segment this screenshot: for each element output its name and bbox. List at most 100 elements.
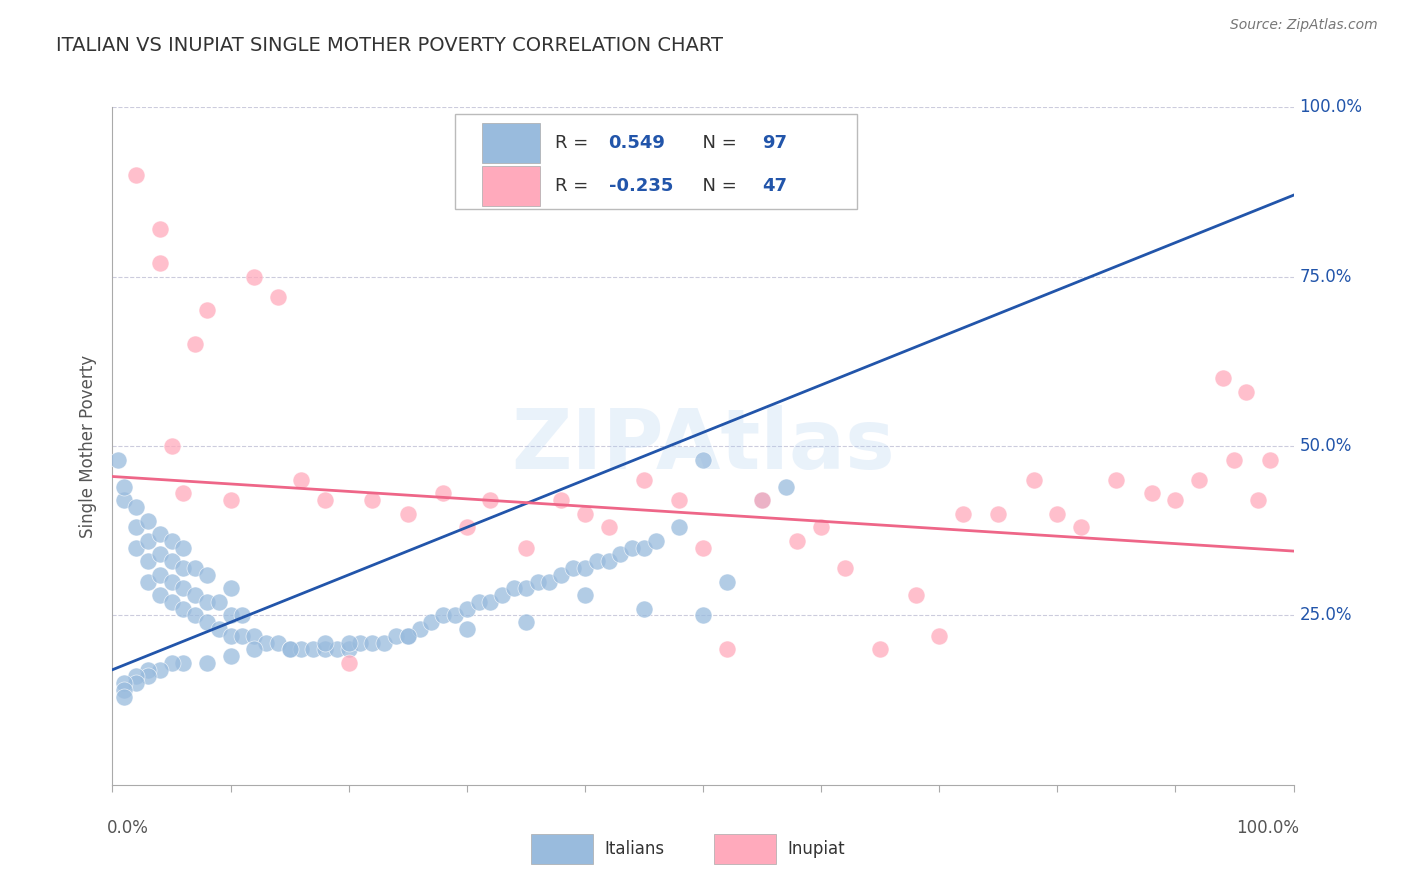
- Point: [136, 533, 159, 548]
- Point: [219, 608, 242, 623]
- Point: [160, 533, 183, 548]
- Point: [195, 656, 218, 670]
- Text: ITALIAN VS INUPIAT SINGLE MOTHER POVERTY CORRELATION CHART: ITALIAN VS INUPIAT SINGLE MOTHER POVERTY…: [56, 36, 723, 54]
- Point: [456, 622, 478, 636]
- Point: [515, 615, 537, 630]
- Point: [208, 595, 231, 609]
- Text: N =: N =: [692, 177, 742, 194]
- Point: [349, 635, 371, 649]
- Point: [290, 642, 312, 657]
- Point: [314, 642, 336, 657]
- Point: [621, 541, 644, 555]
- Point: [314, 635, 336, 649]
- Point: [668, 520, 690, 534]
- Point: [172, 656, 194, 670]
- Point: [278, 642, 301, 657]
- Point: [243, 269, 266, 284]
- Point: [125, 168, 148, 182]
- Point: [396, 629, 419, 643]
- Point: [786, 533, 808, 548]
- Point: [598, 554, 620, 568]
- Point: [267, 290, 290, 304]
- Point: [208, 622, 231, 636]
- FancyBboxPatch shape: [456, 114, 856, 209]
- Point: [952, 507, 974, 521]
- Point: [267, 635, 290, 649]
- Point: [775, 480, 797, 494]
- Point: [668, 493, 690, 508]
- Point: [112, 493, 135, 508]
- Point: [136, 669, 159, 683]
- Text: R =: R =: [555, 177, 595, 194]
- Text: Source: ZipAtlas.com: Source: ZipAtlas.com: [1230, 18, 1378, 32]
- Text: 100.0%: 100.0%: [1299, 98, 1362, 116]
- Point: [231, 629, 253, 643]
- Point: [149, 222, 172, 236]
- Point: [136, 514, 159, 528]
- Point: [515, 582, 537, 596]
- Point: [692, 541, 714, 555]
- Text: N =: N =: [692, 135, 742, 153]
- Point: [1223, 452, 1246, 467]
- Text: -0.235: -0.235: [609, 177, 673, 194]
- FancyBboxPatch shape: [482, 123, 540, 163]
- Point: [633, 601, 655, 615]
- Point: [1046, 507, 1069, 521]
- Point: [1234, 384, 1257, 399]
- Text: ZIPAtlas: ZIPAtlas: [510, 406, 896, 486]
- Point: [574, 588, 596, 602]
- Point: [160, 656, 183, 670]
- Point: [1070, 520, 1092, 534]
- Point: [302, 642, 325, 657]
- Point: [184, 561, 207, 575]
- Point: [149, 527, 172, 541]
- Point: [987, 507, 1010, 521]
- Point: [243, 629, 266, 643]
- Point: [432, 608, 454, 623]
- Point: [692, 608, 714, 623]
- Point: [598, 520, 620, 534]
- Point: [385, 629, 408, 643]
- Point: [290, 473, 312, 487]
- Point: [254, 635, 277, 649]
- Point: [444, 608, 467, 623]
- Point: [160, 574, 183, 589]
- Text: 50.0%: 50.0%: [1299, 437, 1351, 455]
- Point: [1105, 473, 1128, 487]
- Point: [136, 663, 159, 677]
- Point: [125, 676, 148, 690]
- Text: Italians: Italians: [605, 840, 665, 858]
- Point: [112, 480, 135, 494]
- Point: [562, 561, 585, 575]
- Point: [550, 567, 572, 582]
- Point: [633, 541, 655, 555]
- Point: [160, 554, 183, 568]
- Point: [1247, 493, 1270, 508]
- Point: [172, 582, 194, 596]
- Point: [149, 663, 172, 677]
- Point: [337, 656, 360, 670]
- Point: [219, 582, 242, 596]
- Text: 47: 47: [762, 177, 787, 194]
- Point: [810, 520, 832, 534]
- Point: [219, 629, 242, 643]
- Point: [195, 303, 218, 318]
- Point: [633, 473, 655, 487]
- Point: [456, 601, 478, 615]
- Point: [408, 622, 430, 636]
- Point: [125, 669, 148, 683]
- Point: [278, 642, 301, 657]
- Point: [231, 608, 253, 623]
- Point: [609, 548, 631, 562]
- Point: [160, 595, 183, 609]
- Point: [149, 548, 172, 562]
- Text: 0.0%: 0.0%: [107, 819, 149, 837]
- Point: [172, 541, 194, 555]
- Point: [432, 486, 454, 500]
- Point: [149, 567, 172, 582]
- Point: [172, 601, 194, 615]
- Point: [195, 567, 218, 582]
- Point: [456, 520, 478, 534]
- Point: [716, 574, 738, 589]
- Point: [112, 676, 135, 690]
